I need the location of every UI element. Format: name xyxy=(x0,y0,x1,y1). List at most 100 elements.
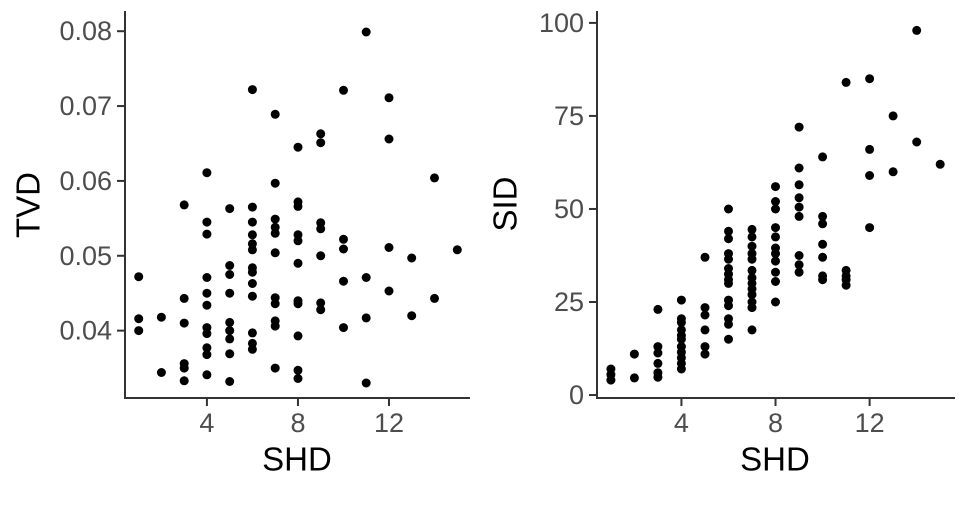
right-plot-data-point xyxy=(700,303,710,313)
left-plot-data-point xyxy=(247,267,257,277)
right-plot-data-point xyxy=(794,193,804,203)
left-plot-data-point xyxy=(293,365,303,375)
right-plot-data-point xyxy=(818,275,828,285)
right-plot-y-tick-label: 50 xyxy=(554,194,584,224)
left-plot-y-axis-title: TVD xyxy=(9,172,47,238)
right-plot-data-point xyxy=(724,319,733,329)
right-plot-data-point xyxy=(700,252,710,262)
right-plot-y-tick-label: 0 xyxy=(569,380,584,410)
right-plot-data-point xyxy=(794,122,804,132)
right-plot-data-point xyxy=(865,144,875,154)
left-plot-data-point xyxy=(247,217,257,227)
right-plot-data-point xyxy=(700,325,710,335)
right-plot-data-point xyxy=(771,223,780,233)
left-plot-data-point xyxy=(134,272,144,282)
left-plot-data-point xyxy=(179,293,189,303)
right-plot-data-point xyxy=(747,325,757,335)
right-plot-data-point xyxy=(700,349,710,359)
left-plot-x-tick-label: 4 xyxy=(199,408,214,438)
left-plot-data-point xyxy=(270,321,280,331)
right-plot-data-point xyxy=(724,278,733,288)
left-plot-data-point xyxy=(293,331,303,341)
left-plot-data-point xyxy=(270,363,280,373)
left-plot-data-point xyxy=(293,236,303,246)
left-plot-data-point xyxy=(247,85,257,95)
left-plot-y-tick-label: 0.05 xyxy=(59,241,112,271)
left-plot-data-point xyxy=(202,370,212,380)
left-plot-data-point xyxy=(225,326,235,336)
right-plot-data-point xyxy=(794,260,804,270)
right-plot-data-point xyxy=(747,232,757,242)
left-plot-y-tick-label: 0.04 xyxy=(59,316,112,346)
right-plot-data-point xyxy=(771,297,780,307)
right-plot-data-point xyxy=(865,171,875,180)
left-plot-data-point xyxy=(134,326,144,336)
left-plot-data-point xyxy=(202,343,212,353)
left-plot-data-point xyxy=(316,129,326,139)
right-plot-data-point xyxy=(724,254,733,264)
right-plot-data-point xyxy=(629,349,639,359)
left-plot-data-point xyxy=(384,286,394,296)
right-plot-data-point xyxy=(676,364,686,374)
left-plot-data-point xyxy=(225,334,235,344)
right-plot-data-point xyxy=(771,197,780,206)
right-plot-x-tick-label: 12 xyxy=(855,408,885,438)
right-plot-y-axis-title: SID xyxy=(486,176,524,232)
left-plot-data-point xyxy=(156,312,166,322)
left-plot-data-point xyxy=(202,168,212,178)
right-plot-data-point xyxy=(888,167,898,177)
left-plot-data-point xyxy=(270,109,280,119)
left-plot-data-point xyxy=(430,173,439,183)
right-plot-data-point xyxy=(747,224,757,234)
right-plot-y-tick-label: 75 xyxy=(554,101,584,131)
right-plot-data-point xyxy=(818,252,828,262)
left-plot-data-point xyxy=(407,311,417,321)
right-plot-data-point xyxy=(724,334,733,344)
left-plot-data-point xyxy=(339,85,348,95)
left-plot-data-point xyxy=(316,251,326,261)
right-plot-data-point xyxy=(771,277,780,286)
right-plot-data-point xyxy=(771,204,780,214)
left-plot-data-point xyxy=(293,374,303,383)
left-plot-data-point xyxy=(225,349,235,359)
right-plot-data-point xyxy=(629,373,639,383)
right-plot-data-point xyxy=(865,74,875,84)
left-plot-data-point xyxy=(270,214,280,224)
right-plot-x-tick-label: 8 xyxy=(768,408,783,438)
right-plot-data-point xyxy=(724,226,733,236)
left-plot-data-point xyxy=(179,200,189,210)
right-plot-x-axis-title: SHD xyxy=(740,440,810,478)
left-plot-data-point xyxy=(134,314,144,324)
right-plot-data-point xyxy=(747,265,757,275)
right-plot-data-point xyxy=(700,342,710,352)
right-plot-data-point xyxy=(747,303,757,313)
left-plot-data-point xyxy=(202,288,212,298)
right-plot-data-point xyxy=(794,202,804,212)
left-plot-data-point xyxy=(225,261,235,270)
right-plot-data-point xyxy=(771,182,780,192)
right-plot-data-point xyxy=(606,375,616,385)
right-plot-data-point xyxy=(794,163,804,173)
right-plot-data-point xyxy=(724,301,733,311)
left-plot-data-point xyxy=(293,142,303,152)
right-plot-data-point xyxy=(676,318,686,327)
left-plot-data-point xyxy=(316,138,326,148)
right-plot-data-point xyxy=(676,295,686,305)
right-plot-data-point xyxy=(747,241,757,251)
right-plot-data-point xyxy=(888,111,898,121)
right-plot-data-point xyxy=(653,372,663,382)
right-plot-data-point xyxy=(653,358,663,368)
right-plot-data-point xyxy=(912,25,922,35)
right-plot-data-point xyxy=(676,334,686,344)
left-plot-data-point xyxy=(225,317,235,327)
right-plot-data-point xyxy=(794,180,804,190)
left-plot-panel: 0.04 0.05 0.06 0.07 0.08 4 8 12 xyxy=(59,11,470,438)
right-plot-data-point xyxy=(747,254,757,264)
right-plot-data-point xyxy=(771,267,780,277)
left-plot-data-point xyxy=(316,305,326,315)
right-plot-data-point xyxy=(771,249,780,259)
left-plot-data-point xyxy=(339,244,348,254)
left-plot-data-point xyxy=(247,291,257,301)
right-plot-data-point xyxy=(724,234,733,244)
left-plot-data-point xyxy=(339,276,348,286)
